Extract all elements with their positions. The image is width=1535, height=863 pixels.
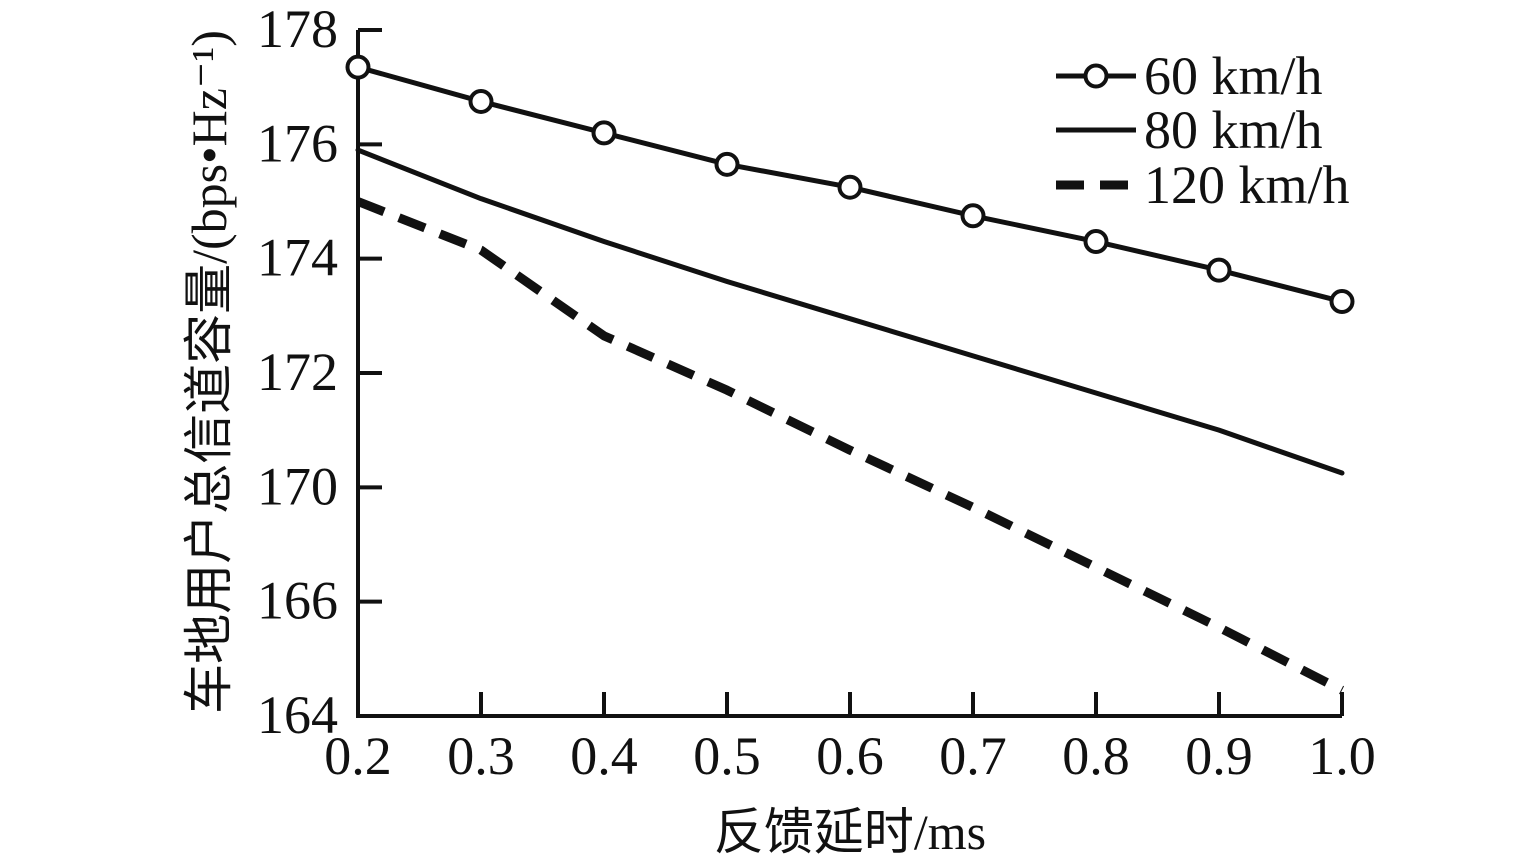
series-line-80-km-h [355, 147, 1345, 476]
series-line-120-km-h [356, 197, 1345, 695]
x-tick-label: 0.4 [570, 726, 638, 786]
y-tick-label: 166 [257, 571, 338, 631]
legend-marker-circle-icon [1083, 63, 1109, 89]
data-point-marker [468, 88, 494, 114]
x-axis-title: 反馈延时/ms [713, 804, 987, 860]
x-tick-label: 0.5 [693, 726, 761, 786]
y-tick-label: 176 [257, 113, 338, 173]
data-point-marker [591, 120, 617, 146]
x-tick-label: 0.9 [1185, 726, 1253, 786]
y-tick-label: 164 [257, 685, 338, 745]
x-tick-label: 0.8 [1062, 726, 1130, 786]
legend-label: 60 km/h [1144, 46, 1323, 106]
x-tick-label: 0.2 [324, 726, 392, 786]
data-point-marker [1206, 257, 1232, 283]
legend-label: 120 km/h [1144, 155, 1350, 215]
y-tick-label: 170 [257, 456, 338, 516]
x-tick-label: 0.3 [447, 726, 515, 786]
data-point-marker [1329, 289, 1355, 315]
y-tick-label: 172 [257, 342, 338, 402]
y-tick-label: 178 [257, 0, 338, 59]
x-tick-label: 0.7 [939, 726, 1007, 786]
y-tick-label: 174 [257, 228, 338, 288]
legend-label: 80 km/h [1144, 100, 1323, 160]
x-tick-label: 1.0 [1308, 726, 1376, 786]
data-point-marker [345, 54, 371, 80]
data-point-marker [837, 174, 863, 200]
data-point-marker [714, 151, 740, 177]
x-tick-label: 0.6 [816, 726, 884, 786]
data-point-marker [960, 203, 986, 229]
y-axis-title: 车地用户总信道容量/(bps•Hz⁻¹) [181, 30, 237, 714]
data-point-marker [1083, 229, 1109, 255]
